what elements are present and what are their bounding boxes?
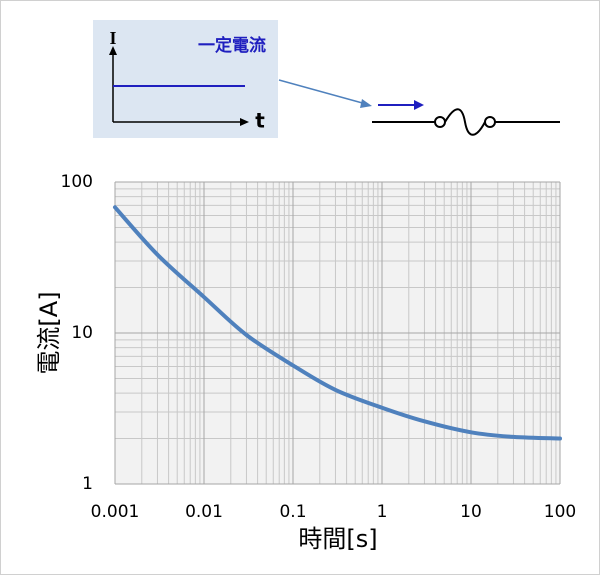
x-tick-label: 1	[377, 502, 388, 522]
grid	[114, 181, 561, 485]
x-tick-label: 10	[460, 502, 482, 522]
terminal	[434, 116, 446, 128]
y-tick-label: 1	[82, 474, 93, 494]
connector-head	[360, 99, 372, 108]
terminal	[484, 116, 496, 128]
y-tick-label: 10	[71, 323, 93, 343]
y-tick-label: 100	[61, 172, 93, 192]
x-tick-label: 0.001	[91, 502, 140, 522]
inset-x-label: t	[255, 109, 265, 133]
x-tick-label: 0.1	[279, 502, 306, 522]
inset-arrowhead	[240, 118, 249, 126]
fuse	[372, 100, 560, 136]
x-tick-label: 100	[544, 502, 576, 522]
fuse-element	[444, 108, 486, 136]
connector	[278, 79, 367, 105]
x-axis-label: 時間[s]	[298, 525, 377, 553]
curve	[113, 205, 562, 441]
inset-box	[93, 20, 278, 138]
inset: I t 一定電流	[93, 20, 278, 138]
x-tick-label: 0.01	[185, 502, 223, 522]
y-axis-label: 電流[A]	[35, 291, 63, 374]
inset-y-label: I	[109, 28, 116, 48]
inset-arrowhead	[109, 46, 117, 55]
current-arrowhead	[414, 100, 424, 110]
inset-legend: 一定電流	[198, 35, 266, 56]
